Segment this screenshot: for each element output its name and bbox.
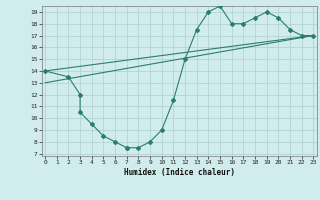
X-axis label: Humidex (Indice chaleur): Humidex (Indice chaleur) [124, 168, 235, 177]
